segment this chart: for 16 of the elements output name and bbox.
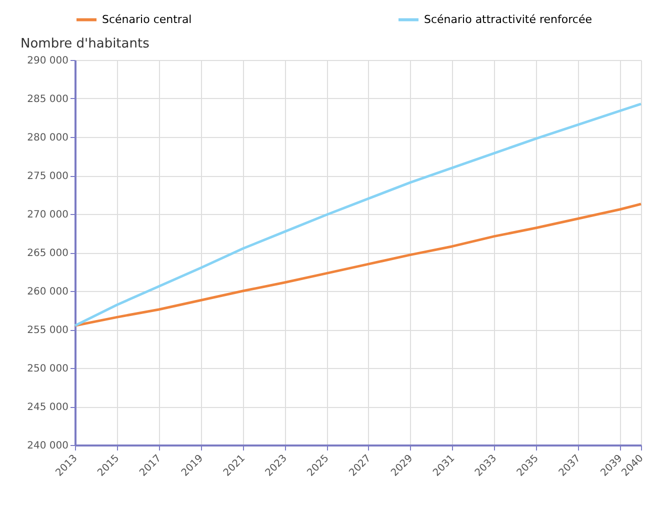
line-series [74, 202, 642, 327]
line-series [74, 102, 642, 327]
y-tick-label: 285 000 [27, 94, 68, 105]
y-tick-label: 240 000 [27, 440, 68, 452]
legend-label: Scénario attractivité renforcée [424, 12, 592, 26]
y-tick-label: 265 000 [27, 248, 68, 259]
y-tick-label: 250 000 [27, 364, 68, 374]
y-tick-label: 290 000 [27, 56, 68, 66]
y-tick-label: 275 000 [27, 171, 68, 182]
y-tick-label: 255 000 [27, 325, 68, 336]
y-tick-label: 245 000 [27, 402, 68, 413]
legend-label: Scénario central [102, 12, 192, 26]
y-tick-label: 260 000 [27, 286, 68, 298]
y-axis-title: Nombre d'habitants [20, 36, 150, 52]
y-tick-label: 280 000 [27, 132, 68, 144]
y-tick-label: 270 000 [27, 210, 68, 220]
